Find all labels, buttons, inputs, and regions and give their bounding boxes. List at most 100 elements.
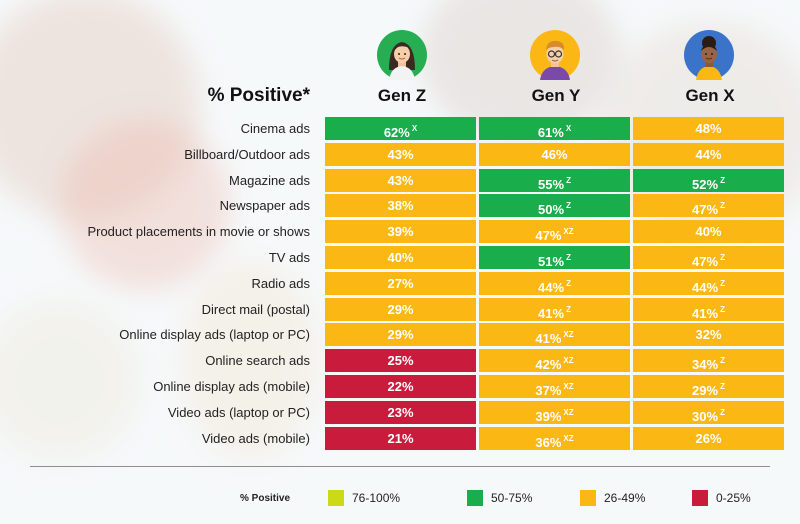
cell-value: 50% [538,202,565,217]
cell-value: 30% [692,409,719,424]
row-label: Video ads (laptop or PC) [167,405,310,420]
cell-value: 46% [541,147,568,162]
cell-value: 62% [383,125,410,140]
table-cell: 37% XZ [479,375,630,398]
cell-value: 39% [387,224,414,239]
cell-value: 22% [387,379,414,394]
table-cell: 22% [325,375,476,398]
legend-swatch [328,490,344,506]
table-cell: 55% Z [479,169,630,192]
cell-value: 36% [535,435,562,450]
woman-avatar-icon [377,30,427,80]
significance-mark: XZ [563,330,574,339]
cell-value: 38% [387,198,414,213]
column-header-gen-y: Gen Y [531,86,581,105]
table-cell: 29% [325,323,476,346]
cell-value: 26% [695,431,722,446]
row-label: Online display ads (laptop or PC) [119,327,310,342]
significance-mark: Z [720,382,725,391]
table-cell: 41% Z [479,298,630,321]
table-cell: 51% Z [479,246,630,269]
cell-value: 47% [692,254,719,269]
significance-mark: Z [566,201,571,210]
table-cell: 61% X [479,117,630,140]
row-label: Newspaper ads [219,198,310,213]
significance-mark: Z [720,279,725,288]
cell-value: 39% [535,409,562,424]
table-cell: 43% [325,143,476,166]
row-label: Billboard/Outdoor ads [184,147,310,162]
table-cell: 62% X [325,117,476,140]
row-label: TV ads [268,250,310,265]
significance-mark: Z [566,305,571,314]
cell-value: 40% [387,250,414,265]
table-cell: 25% [325,349,476,372]
table-cell: 46% [479,143,630,166]
table-cell: 29% Z [633,375,784,398]
table-cell: 42% XZ [479,349,630,372]
divider [30,466,770,467]
row-label: Radio ads [251,276,310,291]
significance-mark: X [565,124,572,133]
cell-value: 44% [692,280,719,295]
table-cell: 40% [633,220,784,243]
row-label: Cinema ads [240,121,310,136]
table-cell: 50% Z [479,194,630,217]
significance-mark: Z [720,408,725,417]
cell-value: 42% [535,357,562,372]
table-cell: 47% Z [633,194,784,217]
cell-value: 27% [387,276,414,291]
table-cell: 52% Z [633,169,784,192]
table-cell: 40% [325,246,476,269]
legend-label: 76-100% [352,491,401,505]
table-cell: 47% Z [633,246,784,269]
table-cell: 41% Z [633,298,784,321]
significance-mark: XZ [563,408,574,417]
row-label: Online display ads (mobile) [153,379,310,394]
legend-swatch [467,490,483,506]
row-label: Online search ads [205,353,310,368]
table-cell: 44% Z [633,272,784,295]
significance-mark: Z [566,253,571,262]
cell-value: 23% [387,405,414,420]
legend-title: % Positive [240,493,291,504]
man-glasses-avatar-icon [530,30,580,80]
cell-value: 44% [695,147,722,162]
cell-value: 52% [692,177,719,192]
significance-mark: Z [720,305,725,314]
cell-value: 51% [538,254,565,269]
table-cell: 38% [325,194,476,217]
cell-value: 41% [538,306,565,321]
table-cell: 30% Z [633,401,784,424]
row-label: Direct mail (postal) [201,302,310,317]
table-cell: 32% [633,323,784,346]
significance-mark: XZ [563,227,574,236]
cell-value: 44% [538,280,565,295]
significance-mark: XZ [563,356,574,365]
legend-swatch [692,490,708,506]
table-cell: 27% [325,272,476,295]
significance-mark: XZ [563,434,574,443]
significance-mark: Z [566,176,571,185]
table-cell: 47% XZ [479,220,630,243]
significance-mark: Z [566,279,571,288]
row-label: Magazine ads [229,173,310,188]
cell-value: 41% [692,306,719,321]
table-cell: 29% [325,298,476,321]
significance-mark: Z [720,176,725,185]
cell-value: 25% [387,353,414,368]
table-cell: 26% [633,427,784,450]
significance-mark: Z [720,253,725,262]
cell-value: 48% [695,121,722,136]
legend-swatch [580,490,596,506]
cell-value: 21% [387,431,414,446]
table-cell: 39% XZ [479,401,630,424]
legend-label: 0-25% [716,491,751,505]
table-cell: 44% Z [479,272,630,295]
cell-value: 29% [387,302,414,317]
cell-value: 29% [387,327,414,342]
cell-value: 37% [535,383,562,398]
table-cell: 44% [633,143,784,166]
woman-afro-avatar-icon [684,30,734,80]
table-cell: 41% XZ [479,323,630,346]
